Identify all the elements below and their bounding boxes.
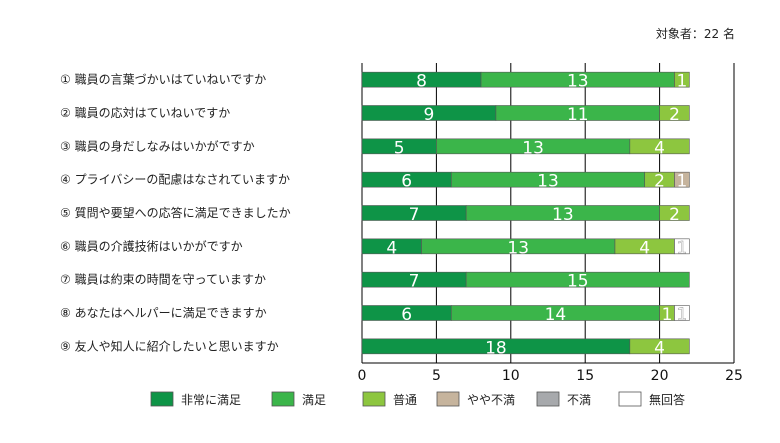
data-label: 14	[545, 305, 567, 325]
bar-segment	[674, 171, 690, 188]
legend-label: 非常に満足	[181, 393, 241, 407]
data-label: 4	[654, 138, 665, 158]
data-label: 1	[677, 172, 688, 192]
data-label: 9	[424, 105, 435, 125]
x-tick-label: 0	[358, 368, 367, 384]
data-label: 13	[522, 138, 544, 158]
data-label: 13	[552, 205, 574, 225]
category-label: ④ プライバシーの配慮はなされていますか	[60, 173, 290, 187]
legend-label: 普通	[393, 393, 417, 407]
bar-segment	[674, 71, 690, 88]
category-labels: ① 職員の言葉づかいはていねいですか ② 職員の応対はていねいですか ③ 職員の身だ…	[60, 73, 291, 354]
data-label: 13	[507, 238, 529, 258]
data-label: 1	[662, 305, 673, 325]
data-label: 6	[401, 305, 412, 325]
data-label: 1	[677, 72, 688, 92]
bars: 8 13 19 11 25 13 46 13 2 17 13 24 13 4 17 156 14 1 118 4	[361, 71, 690, 358]
legend-swatch	[618, 391, 642, 407]
data-label: 2	[669, 105, 680, 125]
data-label: 4	[639, 238, 650, 258]
x-tick-label: 20	[651, 368, 669, 384]
x-tick-label: 15	[576, 368, 594, 384]
x-axis: 0 5 10 15 20 25	[358, 362, 743, 384]
data-label: 1	[677, 305, 688, 325]
category-label: ⑦ 職員は約束の時間を守っていますか	[60, 272, 266, 287]
category-label: ⑨ 友人や知人に紹介したいと思いますか	[60, 339, 279, 353]
data-label: 6	[401, 172, 412, 192]
data-label: 4	[654, 338, 665, 358]
x-tick-label: 5	[432, 368, 441, 384]
data-label: 4	[386, 238, 397, 258]
bar-segment	[629, 338, 690, 355]
category-label: ⑤ 質問や要望への応答に満足できましたか	[60, 205, 291, 220]
data-label: 13	[537, 172, 559, 192]
legend-swatch	[536, 391, 560, 407]
legend-swatch	[436, 391, 460, 407]
data-label: 2	[654, 172, 665, 192]
bar-segment	[629, 138, 690, 155]
legend-swatch	[150, 391, 174, 407]
legend: 非常に満足 満足 普通 やや不満 不満 無回答	[150, 391, 685, 407]
data-label: 11	[567, 105, 589, 125]
category-label: ① 職員の言葉づかいはていねいですか	[60, 73, 266, 87]
bar-segment	[659, 205, 690, 221]
data-label: 5	[394, 138, 405, 158]
data-label: 8	[416, 72, 427, 92]
legend-label: 無回答	[649, 392, 685, 407]
bar-segment	[674, 305, 690, 321]
bar-segment	[674, 238, 690, 255]
category-label: ② 職員の応対はていねいですか	[60, 106, 230, 120]
respondents-label: 対象者：22 名	[656, 26, 735, 41]
legend-swatch	[362, 391, 386, 407]
data-label: 13	[567, 72, 589, 92]
bar-segment	[659, 105, 690, 121]
data-label: 15	[567, 272, 589, 292]
data-label: 2	[669, 205, 680, 225]
bar-segment	[465, 271, 690, 288]
x-tick-label: 25	[725, 368, 743, 384]
data-label: 18	[485, 338, 507, 358]
legend-swatch	[271, 391, 295, 407]
data-label: 7	[409, 205, 420, 225]
legend-label: 満足	[302, 393, 326, 407]
data-label: 7	[409, 272, 420, 292]
x-tick-label: 10	[502, 368, 520, 384]
legend-label: 不満	[567, 393, 591, 407]
data-label: 1	[677, 238, 688, 258]
category-label: ③ 職員の身だしなみはいかがですか	[60, 138, 255, 153]
category-label: ⑧ あなたはヘルパーに満足できますか	[60, 306, 267, 320]
category-label: ⑥ 職員の介護技術はいかがですか	[60, 238, 243, 253]
legend-label: やや不満	[467, 393, 515, 407]
